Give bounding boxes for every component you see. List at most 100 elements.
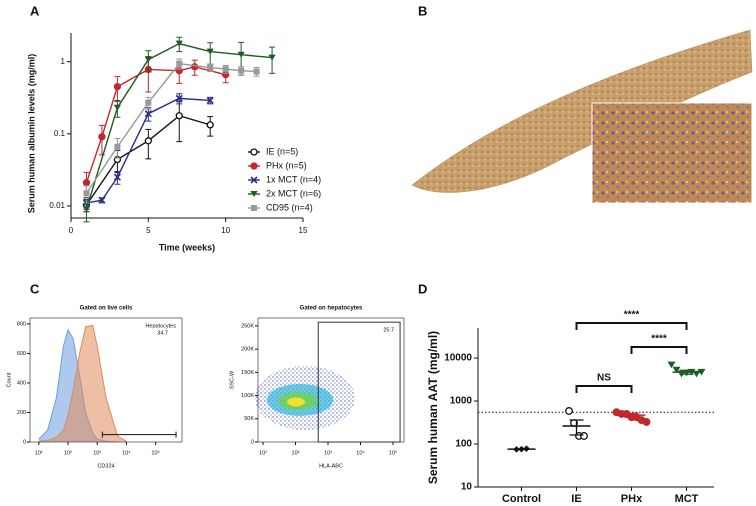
significance-bracket — [575, 322, 688, 330]
gate-value: 25.7 — [383, 328, 394, 334]
data-point — [697, 368, 706, 376]
data-point — [207, 64, 214, 71]
x-tick-label: 15 — [299, 226, 308, 235]
y-tick-label: 1 — [61, 57, 66, 66]
data-point — [82, 179, 91, 187]
x-tick-label: 10⁴ — [122, 449, 131, 456]
legend-marker — [250, 191, 258, 197]
series-line — [86, 97, 211, 204]
data-point — [113, 104, 121, 111]
y-tick-label: 0 — [251, 439, 254, 445]
plot-title: Gated on live cells — [80, 306, 133, 312]
panel-label: B — [418, 3, 427, 18]
sem-bar — [569, 419, 584, 436]
y-tick-label: 0 — [23, 439, 26, 445]
data-point — [565, 407, 573, 415]
error-bar — [176, 101, 183, 143]
y-tick-label: 100K — [241, 393, 254, 399]
gate — [101, 431, 177, 438]
data-point — [83, 190, 90, 197]
y-axis-label: Count — [6, 372, 12, 387]
y-tick-label: 0.01 — [49, 201, 65, 210]
y-axis-label: SSC-W — [229, 370, 235, 389]
x-tick-label: 10¹ — [259, 450, 267, 456]
data-point — [144, 137, 152, 145]
legend-marker — [250, 148, 258, 156]
data-point — [672, 366, 681, 374]
series-line — [85, 62, 257, 194]
panel-label: D — [418, 281, 427, 296]
data-point — [98, 196, 106, 204]
data-point — [175, 94, 183, 102]
x-tick-label: 10² — [64, 450, 72, 456]
data-point — [237, 51, 245, 58]
x-axis-label: CD324 — [97, 463, 114, 469]
legend-marker — [250, 162, 258, 170]
y-tick-label: 800 — [17, 321, 26, 327]
data-point — [238, 67, 245, 74]
panel-label: C — [30, 281, 40, 296]
y-axis-label: Serum human albumin levels (mg/ml) — [26, 54, 36, 214]
x-tick-label: 10⁵ — [151, 449, 159, 456]
x-tick-label: 0 — [69, 226, 74, 235]
area-fill — [38, 325, 127, 442]
data-point — [176, 60, 183, 67]
significance-label: **** — [651, 334, 667, 345]
significance-label: **** — [624, 310, 640, 321]
x-tick-label: 10¹ — [35, 450, 43, 456]
y-tick-label: 50K — [244, 416, 254, 422]
series-line — [85, 66, 226, 183]
plot-title: Gated on hepatocytes — [300, 306, 363, 312]
y-tick-label: 10000 — [444, 353, 472, 364]
x-tick-label: MCT — [675, 493, 699, 505]
data-point — [113, 173, 121, 181]
y-tick-label: 400 — [17, 380, 26, 386]
x-axis-label: HLA-ABC — [319, 463, 343, 469]
x-axis-label: Time (weeks) — [159, 242, 215, 252]
significance-bracket — [630, 346, 688, 354]
data-point — [206, 121, 214, 129]
sem-bar — [624, 412, 639, 418]
y-tick-label: 150K — [241, 370, 254, 376]
y-axis-label: Serum human AAT (mg/ml) — [426, 331, 440, 484]
y-tick-label: 100 — [455, 439, 472, 450]
legend-label: CD95 (n=4) — [266, 202, 313, 212]
data-point — [144, 56, 152, 63]
gate-value: 34.7 — [157, 330, 168, 336]
x-tick-label: 10⁴ — [356, 449, 365, 456]
panel-label: A — [30, 3, 40, 18]
x-tick-label: 10 — [221, 226, 230, 235]
data-point — [145, 99, 152, 106]
data-point — [642, 418, 651, 426]
area-line — [38, 324, 127, 442]
data-point — [580, 432, 588, 440]
gate — [317, 321, 401, 443]
data-point — [98, 133, 106, 141]
legend-label: IE (n=5) — [266, 146, 298, 156]
density-core — [287, 397, 305, 407]
significance-bracket — [575, 385, 633, 393]
legend-label: 1x MCT (n=4) — [266, 174, 321, 184]
x-tick-label: 5 — [146, 226, 151, 235]
y-tick-label: 200 — [17, 410, 26, 416]
x-tick-label: Control — [502, 493, 541, 505]
data-point — [253, 68, 260, 75]
data-point — [268, 54, 276, 61]
y-tick-label: 250K — [241, 323, 254, 329]
legend-marker — [251, 205, 257, 211]
data-point — [206, 48, 214, 55]
x-tick-label: 10³ — [324, 450, 332, 456]
data-point — [175, 40, 183, 47]
legend-marker — [250, 176, 258, 184]
legend-label: 2x MCT (n=6) — [266, 188, 321, 198]
data-point — [222, 66, 229, 73]
y-tick-label: 10 — [461, 482, 473, 493]
y-tick-label: 1000 — [450, 396, 473, 407]
data-point — [113, 83, 122, 91]
plot-frame — [29, 317, 183, 443]
data-point — [667, 361, 676, 369]
x-tick-label: PHx — [621, 493, 643, 505]
tissue-section — [411, 29, 753, 193]
y-tick-label: 600 — [17, 351, 26, 357]
